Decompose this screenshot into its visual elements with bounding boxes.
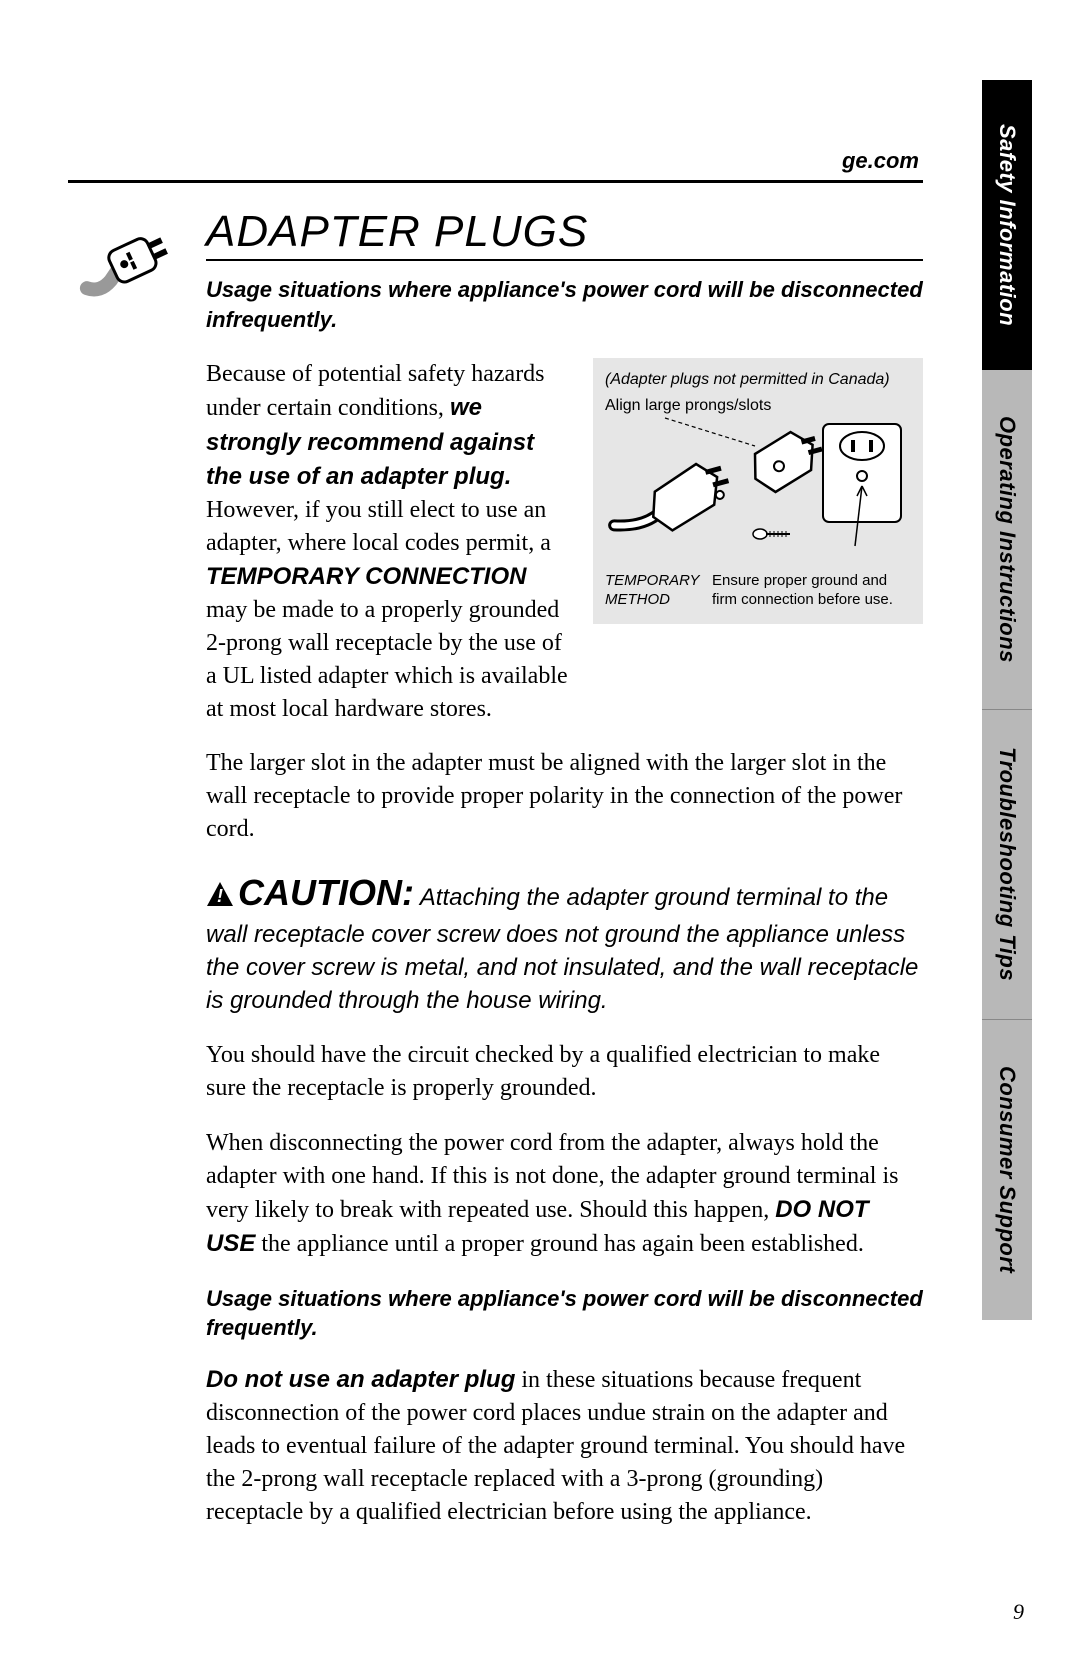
para-1: Because of potential safety hazards unde… — [206, 358, 573, 726]
rule-top — [68, 180, 923, 183]
diagram-svg — [605, 416, 911, 566]
tab-safety-information[interactable]: Safety Information — [982, 80, 1032, 370]
para-5: Do not use an adapter plug in these situ… — [206, 1363, 923, 1530]
tab-consumer-support[interactable]: Consumer Support — [982, 1020, 1032, 1320]
para-4: When disconnecting the power cord from t… — [206, 1127, 923, 1261]
diagram-temp-method: TEMPORARY METHOD — [605, 572, 700, 610]
tab-troubleshooting-tips[interactable]: Troubleshooting Tips — [982, 710, 1032, 1020]
side-tab-bar: Safety Information Operating Instruction… — [982, 80, 1032, 1320]
diagram-canada-note: (Adapter plugs not permitted in Canada) — [605, 370, 911, 390]
warning-icon: ! — [206, 881, 234, 916]
page-number: 9 — [1013, 1599, 1024, 1625]
diagram-ensure-ground: Ensure proper ground and firm connection… — [712, 572, 911, 610]
plug-icon — [68, 213, 188, 308]
caution-block: ! CAUTION: Attaching the adapter ground … — [206, 868, 923, 1017]
tab-operating-instructions[interactable]: Operating Instructions — [982, 370, 1032, 710]
diagram-align-label: Align large prongs/slots — [605, 396, 911, 416]
header-url: ge.com — [68, 148, 923, 174]
page-content: ge.com ADAPTER PLUGS Usage situations wh… — [68, 148, 923, 1551]
adapter-diagram: (Adapter plugs not permitted in Canada) … — [593, 358, 923, 624]
para-3: You should have the circuit checked by a… — [206, 1039, 923, 1105]
subhead-infrequent: Usage situations where appliance's power… — [206, 275, 923, 334]
caution-lead: CAUTION: — [238, 872, 414, 913]
svg-text:!: ! — [217, 886, 223, 906]
subhead-frequent: Usage situations where appliance's power… — [206, 1284, 923, 1343]
para-2: The larger slot in the adapter must be a… — [206, 747, 923, 846]
page-title: ADAPTER PLUGS — [206, 207, 923, 261]
